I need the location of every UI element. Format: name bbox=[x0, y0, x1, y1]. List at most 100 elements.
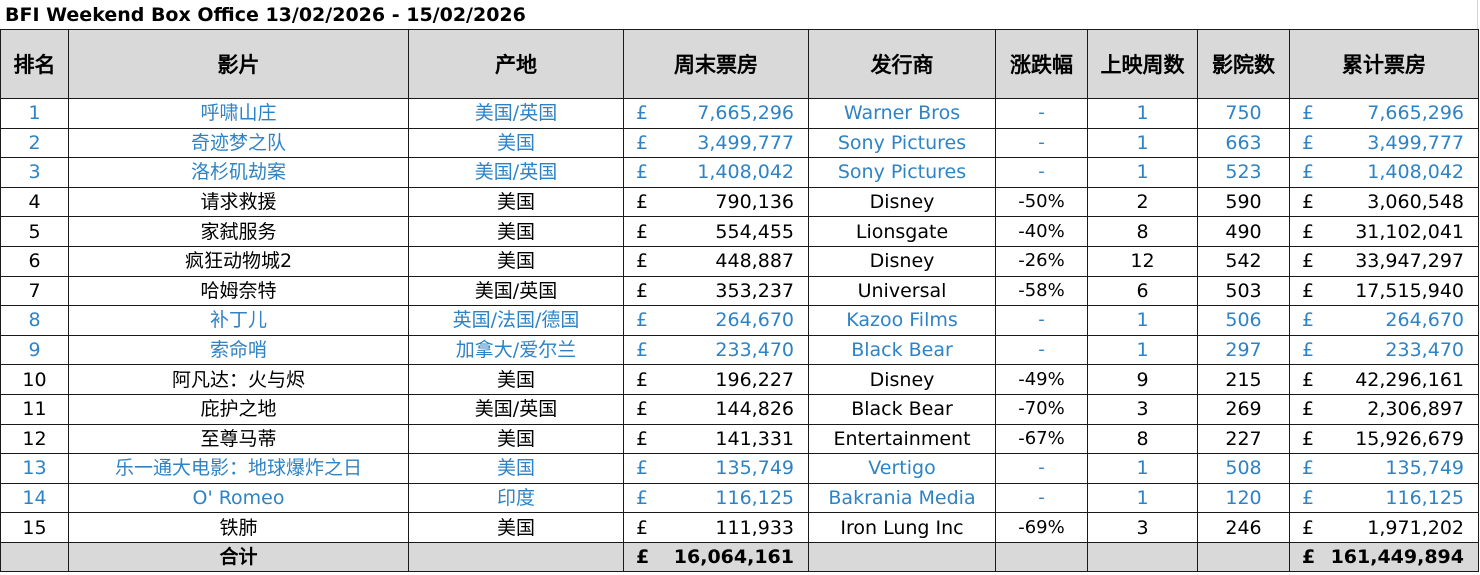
change-cell: -40% bbox=[995, 216, 1088, 247]
cumulative-gross-cell: £264,670 bbox=[1289, 305, 1479, 336]
cumulative-gross-cell: £135,749 bbox=[1289, 453, 1479, 484]
film-cell: 洛杉矶劫案 bbox=[68, 157, 409, 188]
table-row: 5 家弑服务 美国 £554,455 Lionsgate -40% 8 490 £31,102,… bbox=[0, 216, 1479, 247]
cinemas-cell: 490 bbox=[1197, 216, 1290, 247]
film-cell: 家弑服务 bbox=[68, 216, 409, 247]
table-row: 6 疯狂动物城2 美国 £448,887 Disney -26% 12 542 £33,947,… bbox=[0, 245, 1479, 277]
table-row: 12 至尊马蒂 美国 £141,331 Entertainment -67% 8 227 £15… bbox=[0, 423, 1479, 455]
change-cell: -49% bbox=[995, 364, 1088, 395]
change-cell: - bbox=[995, 127, 1088, 159]
rank-cell: 7 bbox=[0, 275, 69, 307]
film-cell: 哈姆奈特 bbox=[68, 275, 409, 307]
change-cell: - bbox=[995, 482, 1088, 514]
distributor-cell: Lionsgate bbox=[808, 216, 996, 247]
origin-cell: 英国/法国/德国 bbox=[408, 305, 624, 336]
cinemas-cell: 215 bbox=[1197, 364, 1290, 395]
weeks-cell: 1 bbox=[1087, 482, 1198, 514]
cumulative-gross-cell: £2,306,897 bbox=[1289, 393, 1479, 425]
total-weeks-cell bbox=[1087, 541, 1198, 572]
rank-cell: 11 bbox=[0, 393, 69, 425]
header-rank: 排名 bbox=[0, 29, 69, 99]
total-label: 合计 bbox=[68, 541, 409, 572]
distributor-cell: Iron Lung Inc bbox=[808, 512, 996, 543]
total-cumulative-gross: £161,449,894 bbox=[1289, 541, 1479, 572]
weekend-gross-cell: £141,331 bbox=[623, 423, 809, 455]
cumulative-gross-cell: £33,947,297 bbox=[1289, 245, 1479, 277]
weekend-gross-cell: £3,499,777 bbox=[623, 127, 809, 159]
weekend-gross-cell: £7,665,296 bbox=[623, 98, 809, 129]
cinemas-cell: 506 bbox=[1197, 305, 1290, 336]
change-cell: - bbox=[995, 305, 1088, 336]
origin-cell: 美国/英国 bbox=[408, 157, 624, 188]
total-change-cell bbox=[995, 541, 1088, 572]
distributor-cell: Disney bbox=[808, 245, 996, 277]
sheet-title: BFI Weekend Box Office 13/02/2026 - 15/0… bbox=[0, 0, 1478, 29]
distributor-cell: Entertainment bbox=[808, 423, 996, 455]
cinemas-cell: 523 bbox=[1197, 157, 1290, 188]
weeks-cell: 8 bbox=[1087, 216, 1198, 247]
table-row: 14 O' Romeo 印度 £116,125 Bakrania Media -1 120 £… bbox=[0, 482, 1479, 514]
film-cell: 至尊马蒂 bbox=[68, 423, 409, 455]
origin-cell: 美国/英国 bbox=[408, 98, 624, 129]
change-cell: -26% bbox=[995, 245, 1088, 277]
rank-cell: 13 bbox=[0, 453, 69, 484]
origin-cell: 美国 bbox=[408, 453, 624, 484]
change-cell: -58% bbox=[995, 275, 1088, 307]
header-weekend-gross: 周末票房 bbox=[623, 29, 809, 99]
table-row: 8 补丁儿 英国/法国/德国 £264,670 Kazoo Films -1 506 £264… bbox=[0, 305, 1479, 336]
header-cinemas: 影院数 bbox=[1197, 29, 1290, 99]
origin-cell: 美国 bbox=[408, 186, 624, 218]
film-cell: 乐一通大电影：地球爆炸之日 bbox=[68, 453, 409, 484]
film-cell: 补丁儿 bbox=[68, 305, 409, 336]
change-cell: - bbox=[995, 157, 1088, 188]
film-cell: 疯狂动物城2 bbox=[68, 245, 409, 277]
weeks-cell: 1 bbox=[1087, 157, 1198, 188]
origin-cell: 美国 bbox=[408, 364, 624, 395]
distributor-cell: Black Bear bbox=[808, 393, 996, 425]
weeks-cell: 1 bbox=[1087, 334, 1198, 366]
table-row: 9 索命哨 加拿大/爱尔兰 £233,470 Black Bear -1 297 £233,4… bbox=[0, 334, 1479, 366]
header-change: 涨跌幅 bbox=[995, 29, 1088, 99]
distributor-cell: Kazoo Films bbox=[808, 305, 996, 336]
weeks-cell: 3 bbox=[1087, 393, 1198, 425]
rank-cell: 1 bbox=[0, 98, 69, 129]
weekend-gross-cell: £111,933 bbox=[623, 512, 809, 543]
origin-cell: 美国 bbox=[408, 216, 624, 247]
film-cell: 奇迹梦之队 bbox=[68, 127, 409, 159]
rank-cell: 14 bbox=[0, 482, 69, 514]
cinemas-cell: 297 bbox=[1197, 334, 1290, 366]
film-cell: 索命哨 bbox=[68, 334, 409, 366]
change-cell: - bbox=[995, 334, 1088, 366]
table-row: 15 铁肺 美国 £111,933 Iron Lung Inc -69% 3 246 £1,97… bbox=[0, 512, 1479, 543]
change-cell: - bbox=[995, 453, 1088, 484]
cinemas-cell: 663 bbox=[1197, 127, 1290, 159]
origin-cell: 美国/英国 bbox=[408, 393, 624, 425]
table-row: 4 请求救援 美国 £790,136 Disney -50% 2 590 £3,060,548 bbox=[0, 186, 1479, 218]
rank-cell: 10 bbox=[0, 364, 69, 395]
cinemas-cell: 508 bbox=[1197, 453, 1290, 484]
weekend-gross-cell: £790,136 bbox=[623, 186, 809, 218]
table-row: 7 哈姆奈特 美国/英国 £353,237 Universal -58% 6 503 £17,5… bbox=[0, 275, 1479, 307]
origin-cell: 美国 bbox=[408, 423, 624, 455]
cinemas-cell: 246 bbox=[1197, 512, 1290, 543]
header-row: 排名 影片 产地 周末票房 发行商 涨跌幅 上映周数 影院数 累计票房 bbox=[0, 29, 1479, 99]
cumulative-gross-cell: £1,408,042 bbox=[1289, 157, 1479, 188]
header-origin: 产地 bbox=[408, 29, 624, 99]
rank-cell: 5 bbox=[0, 216, 69, 247]
table-row: 2 奇迹梦之队 美国 £3,499,777 Sony Pictures -1 663 £3,4… bbox=[0, 127, 1479, 159]
weeks-cell: 2 bbox=[1087, 186, 1198, 218]
total-distributor-cell bbox=[808, 541, 996, 572]
weeks-cell: 6 bbox=[1087, 275, 1198, 307]
distributor-cell: Disney bbox=[808, 186, 996, 218]
weeks-cell: 1 bbox=[1087, 127, 1198, 159]
header-distributor: 发行商 bbox=[808, 29, 996, 99]
header-weeks: 上映周数 bbox=[1087, 29, 1198, 99]
film-cell: O' Romeo bbox=[68, 482, 409, 514]
weekend-gross-cell: £1,408,042 bbox=[623, 157, 809, 188]
rank-cell: 12 bbox=[0, 423, 69, 455]
weekend-gross-cell: £233,470 bbox=[623, 334, 809, 366]
weeks-cell: 8 bbox=[1087, 423, 1198, 455]
rank-cell: 9 bbox=[0, 334, 69, 366]
cumulative-gross-cell: £3,060,548 bbox=[1289, 186, 1479, 218]
